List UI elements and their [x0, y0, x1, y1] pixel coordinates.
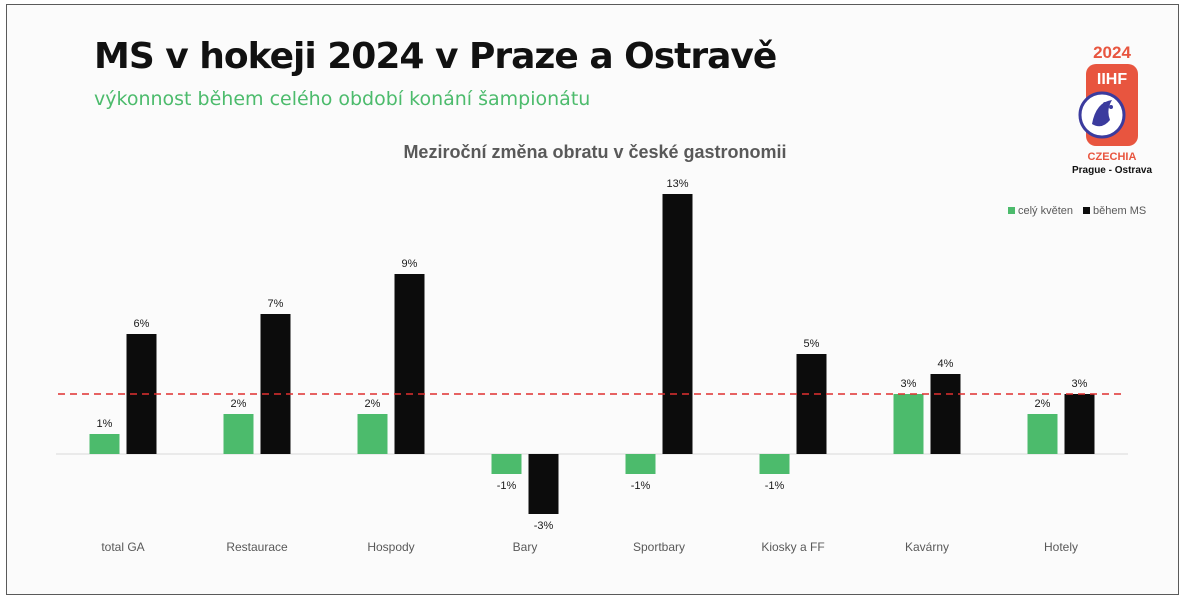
category-label-2: Hospody: [367, 540, 414, 554]
data-label-cely-kveten-0: 1%: [97, 418, 113, 430]
data-label-behem-ms-2: 9%: [402, 258, 418, 270]
category-label-0: total GA: [101, 540, 144, 554]
legend-swatch-celý-květen: [1008, 207, 1015, 214]
data-label-cely-kveten-3: -1%: [497, 480, 517, 492]
bar-behem-ms-5: [796, 354, 827, 454]
category-label-1: Restaurace: [226, 540, 288, 554]
data-label-behem-ms-3: -3%: [534, 520, 554, 532]
data-label-cely-kveten-5: -1%: [765, 480, 785, 492]
legend-label-celý-květen: celý květen: [1018, 205, 1073, 217]
bar-cely-kveten-5: [759, 454, 790, 474]
bar-cely-kveten-4: [625, 454, 656, 474]
data-label-behem-ms-7: 3%: [1072, 378, 1088, 390]
bar-cely-kveten-7: [1027, 414, 1058, 454]
iihf-logo: 2024 IIHF CZECHIA Prague - Ostrava: [1072, 43, 1152, 176]
data-label-cely-kveten-1: 2%: [231, 398, 247, 410]
data-label-cely-kveten-6: 3%: [901, 378, 917, 390]
chart-frame: [6, 4, 1179, 595]
category-label-3: Bary: [513, 540, 538, 554]
logo-emblem-mark: [1092, 100, 1112, 127]
data-label-behem-ms-6: 4%: [938, 358, 954, 370]
legend-label-během-ms: během MS: [1093, 205, 1146, 217]
data-label-behem-ms-5: 5%: [804, 338, 820, 350]
legend-swatch-během-ms: [1083, 207, 1090, 214]
data-label-behem-ms-4: 13%: [666, 178, 688, 190]
logo-country: CZECHIA: [1088, 151, 1137, 163]
bar-behem-ms-6: [930, 374, 961, 454]
category-label-6: Kavárny: [905, 540, 949, 554]
bar-behem-ms-7: [1064, 394, 1095, 454]
category-label-4: Sportbary: [633, 540, 685, 554]
logo-year: 2024: [1093, 43, 1131, 62]
bar-behem-ms-3: [528, 454, 559, 514]
chart-title: Meziroční změna obratu v české gastronom…: [403, 142, 786, 162]
data-label-behem-ms-0: 6%: [134, 318, 150, 330]
data-label-cely-kveten-2: 2%: [365, 398, 381, 410]
data-label-cely-kveten-4: -1%: [631, 480, 651, 492]
bar-behem-ms-2: [394, 274, 425, 454]
bar-cely-kveten-2: [357, 414, 388, 454]
logo-brand: IIHF: [1097, 71, 1127, 88]
bar-behem-ms-1: [260, 314, 291, 454]
page-subtitle: výkonnost během celého období konání šam…: [94, 88, 591, 110]
chart-legend: celý květen během MS: [1008, 205, 1146, 217]
bar-behem-ms-4: [662, 194, 693, 454]
bar-cely-kveten-3: [491, 454, 522, 474]
bar-cely-kveten-6: [893, 394, 924, 454]
bar-cely-kveten-0: [89, 434, 120, 454]
data-label-cely-kveten-7: 2%: [1035, 398, 1051, 410]
category-label-5: Kiosky a FF: [761, 540, 824, 554]
bar-cely-kveten-1: [223, 414, 254, 454]
logo-cities: Prague - Ostrava: [1072, 165, 1152, 176]
page-title: MS v hokeji 2024 v Praze a Ostravě: [94, 36, 777, 77]
data-label-behem-ms-1: 7%: [268, 298, 284, 310]
category-label-7: Hotely: [1044, 540, 1078, 554]
